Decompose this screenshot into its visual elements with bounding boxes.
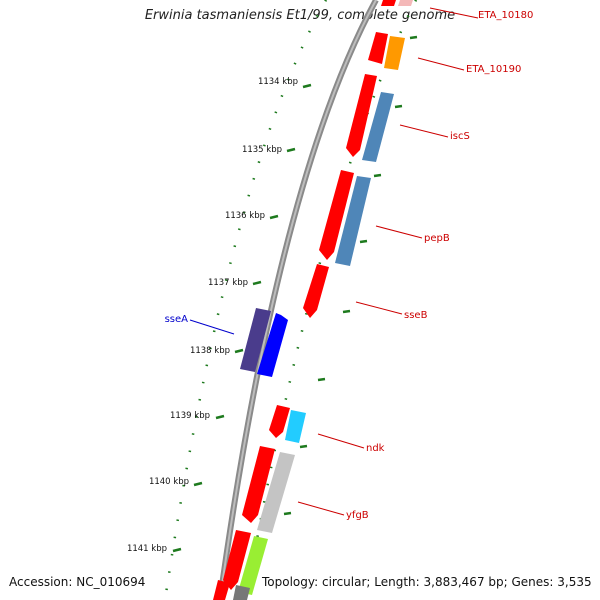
gene-ssea-navy — [240, 308, 271, 372]
gene-eta10180-b — [398, 0, 413, 6]
kbp-label-1139: 1139 kbp — [170, 411, 210, 421]
callout-line-iscs — [399, 124, 449, 138]
gene-lime — [238, 536, 268, 595]
callout-line-sseb — [355, 301, 403, 315]
gene-red-2 — [346, 74, 377, 157]
kbp-label-1136: 1136 kbp — [225, 211, 265, 221]
callout-line-pepb — [375, 225, 423, 239]
gene-yfgb — [257, 452, 295, 533]
gene-label-sseb: sseB — [404, 310, 428, 321]
gene-red-3 — [319, 170, 354, 260]
gene-label-yfgb: yfgB — [346, 510, 369, 521]
kbp-label-1141: 1141 kbp — [127, 544, 167, 554]
accession-label: Accession: NC_010694 — [9, 575, 146, 589]
callout-line-yfgb — [297, 501, 345, 516]
kbp-label-1134: 1134 kbp — [258, 77, 298, 87]
gene-dkgrey — [233, 585, 250, 600]
gene-features — [213, 0, 413, 600]
gene-eta10190 — [384, 36, 405, 70]
gene-label-ssea: sseA — [165, 314, 189, 325]
callout-line-eta10180 — [429, 7, 479, 19]
gene-red-7 — [213, 580, 230, 600]
gene-red-1 — [368, 32, 388, 64]
major-ticks-inner — [172, 83, 312, 553]
callout-line-ssea — [189, 319, 235, 335]
kbp-label-1140: 1140 kbp — [149, 477, 189, 487]
callout-line-eta10190 — [417, 57, 465, 71]
gene-label-eta10180: ETA_10180 — [478, 10, 533, 21]
map-title: Erwinia tasmaniensis Et1/99, complete ge… — [144, 8, 456, 23]
gene-red-4 — [269, 405, 290, 438]
gene-eta10180-a — [381, 0, 396, 6]
gene-sseb — [303, 264, 329, 318]
kbp-label-1138: 1138 kbp — [190, 346, 230, 356]
major-ticks-outer — [283, 35, 418, 516]
topology-label: Topology: circular; Length: 3,883,467 bp… — [262, 575, 592, 589]
gene-ndk — [285, 410, 306, 443]
kbp-label-1135: 1135 kbp — [242, 145, 282, 155]
gene-ssea — [257, 313, 288, 377]
gene-label-ndk: ndk — [366, 443, 385, 454]
gene-label-pepb: pepB — [424, 233, 450, 244]
gene-iscs — [362, 92, 394, 162]
gene-label-eta10190: ETA_10190 — [466, 64, 521, 75]
gene-pepb — [335, 176, 371, 266]
callout-line-ndk — [317, 433, 365, 449]
gene-label-iscs: iscS — [450, 131, 470, 142]
gene-red-6 — [223, 530, 251, 590]
gene-red-5 — [242, 446, 275, 523]
kbp-label-1137: 1137 kbp — [208, 278, 248, 288]
